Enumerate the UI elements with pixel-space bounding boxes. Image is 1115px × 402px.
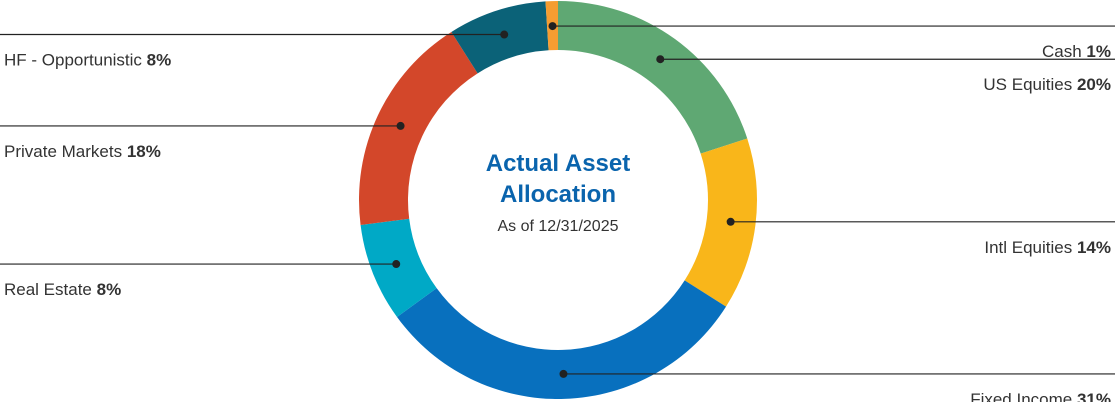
slice-value: 1% bbox=[1086, 42, 1111, 61]
leader-dot bbox=[396, 121, 405, 130]
leader-dot bbox=[392, 260, 401, 269]
slice-value: 20% bbox=[1077, 75, 1111, 94]
donut-segment bbox=[360, 218, 437, 317]
donut-segment bbox=[684, 138, 757, 307]
slice-name: Cash bbox=[1042, 42, 1082, 61]
slice-value: 18% bbox=[127, 142, 161, 161]
leader-dot bbox=[548, 22, 557, 31]
slice-value: 8% bbox=[97, 280, 122, 299]
donut-segment bbox=[397, 280, 727, 399]
slice-label: Private Markets 18% bbox=[4, 142, 161, 161]
slice-name: Private Markets bbox=[4, 142, 122, 161]
slice-name: HF - Opportunistic bbox=[4, 51, 142, 70]
slice-name: US Equities bbox=[983, 75, 1072, 94]
slice-name: Fixed Income bbox=[970, 390, 1072, 402]
slice-label: Intl Equities 14% bbox=[984, 238, 1111, 257]
slice-name: Intl Equities bbox=[984, 238, 1072, 257]
slice-value: 14% bbox=[1077, 238, 1111, 257]
slice-name: Real Estate bbox=[4, 280, 92, 299]
slice-value: 8% bbox=[147, 51, 172, 70]
slice-label: HF - Opportunistic 8% bbox=[4, 51, 171, 70]
chart-title: Actual Asset Allocation bbox=[485, 150, 631, 208]
leader-dot bbox=[500, 30, 509, 39]
donut-segment bbox=[359, 31, 478, 225]
chart-subtitle: As of 12/31/2025 bbox=[497, 218, 619, 235]
slice-label: Fixed Income 31% bbox=[970, 390, 1111, 402]
slice-label: Cash 1% bbox=[1042, 42, 1111, 61]
donut-segment bbox=[451, 1, 549, 74]
slice-label: Real Estate 8% bbox=[4, 280, 121, 299]
center-label: Actual Asset Allocation As of 12/31/2025 bbox=[458, 148, 658, 236]
leader-dot bbox=[656, 55, 665, 64]
slice-value: 31% bbox=[1077, 390, 1111, 402]
donut-segment bbox=[558, 1, 748, 154]
slice-label: US Equities 20% bbox=[983, 75, 1111, 94]
leader-dot bbox=[559, 369, 568, 378]
leader-dot bbox=[726, 217, 735, 226]
